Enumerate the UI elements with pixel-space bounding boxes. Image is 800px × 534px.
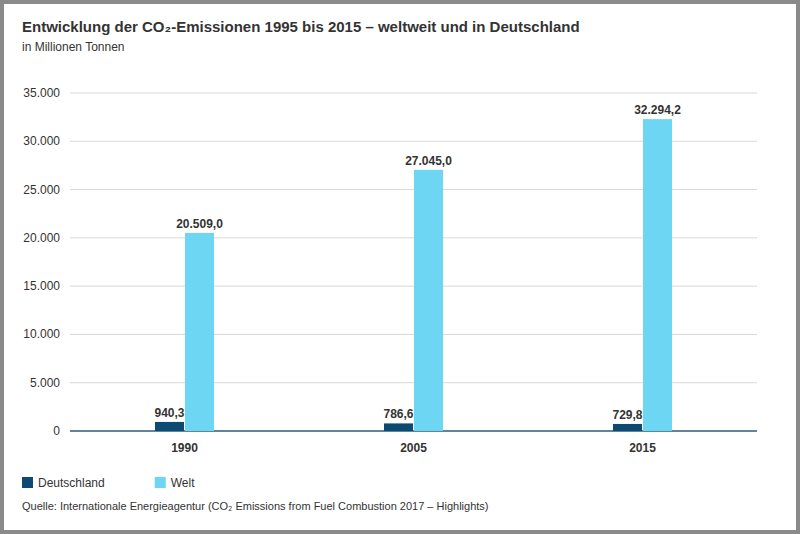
source: Quelle: Internationale Energieagentur (C… [22, 500, 489, 512]
data-label: 20.509,0 [176, 217, 223, 231]
data-label: 940,3 [154, 406, 184, 420]
y-tick-label: 25.000 [23, 183, 60, 197]
legend-swatch [22, 477, 33, 488]
bar [384, 423, 413, 431]
bar [155, 422, 184, 431]
y-tick-label: 30.000 [23, 134, 60, 148]
bars [155, 119, 672, 431]
data-label: 27.045,0 [405, 154, 452, 168]
legend-label: Welt [171, 476, 195, 490]
bar [414, 170, 443, 431]
title: Entwicklung der CO₂-Emissionen 1995 bis … [22, 18, 580, 35]
data-label: 786,6 [383, 407, 413, 421]
x-tick-label: 2015 [629, 441, 656, 455]
data-label: 729,8 [612, 408, 642, 422]
y-tick-label: 5.000 [30, 376, 60, 390]
data-labels: 940,3 20.509,0 786,6 27.045,0 729,8 32.294,2 [154, 103, 681, 422]
bar [185, 233, 214, 431]
grid-line [70, 93, 757, 94]
y-tick-label: 35.000 [23, 86, 60, 100]
y-axis-range [70, 93, 71, 431]
y-tick-label: 10.000 [23, 327, 60, 341]
data-label: 32.294,2 [634, 103, 681, 117]
bar [613, 424, 642, 431]
chart: Entwicklung der CO₂-Emissionen 1995 bis … [0, 0, 800, 534]
legend: Deutschland Welt [22, 476, 195, 490]
y-tick-label: 15.000 [23, 279, 60, 293]
legend-swatch [155, 477, 166, 488]
y-tick-label: 20.000 [23, 231, 60, 245]
x-tick-label: 2005 [400, 441, 427, 455]
x-tick-label: 1990 [171, 441, 198, 455]
bar [643, 119, 672, 431]
legend-label: Deutschland [38, 476, 105, 490]
subtitle: in Millionen Tonnen [22, 40, 125, 54]
y-tick-label: 0 [53, 424, 60, 438]
